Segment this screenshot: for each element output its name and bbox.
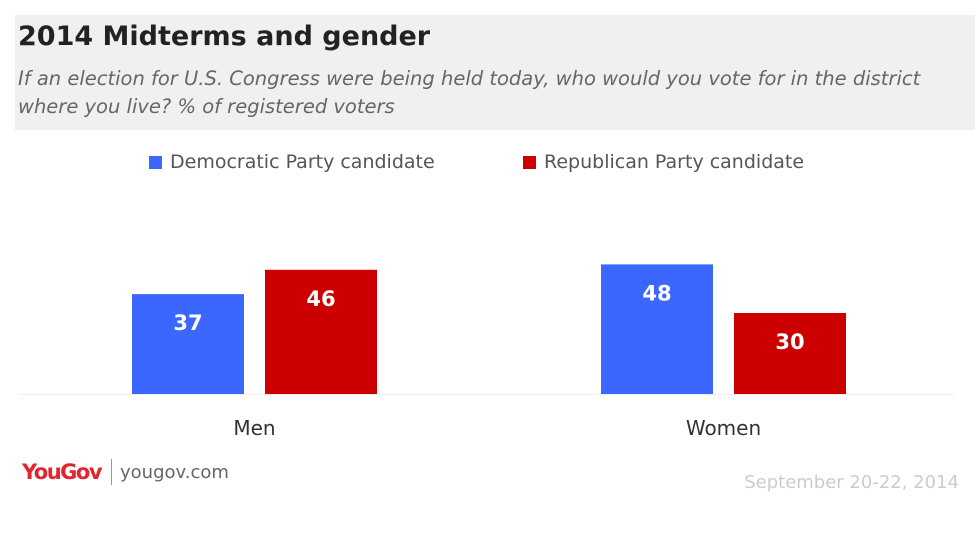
bar-value-label: 46 <box>306 287 335 311</box>
legend-swatch-democratic <box>149 155 162 169</box>
footer-brand: YouGov yougov.com <box>22 459 229 485</box>
legend-label-democratic: Democratic Party candidate <box>170 151 435 173</box>
bar-men-democratic <box>132 294 244 394</box>
chart-header: 2014 Midterms and gender If an election … <box>15 15 975 130</box>
bar-women-democratic <box>601 264 713 394</box>
chart-subtitle: If an election for U.S. Congress were be… <box>18 67 921 118</box>
category-label-men: Men <box>233 416 275 440</box>
survey-date: September 20-22, 2014 <box>744 472 959 493</box>
logo-divider <box>111 459 113 485</box>
legend: Democratic Party candidate Republican Pa… <box>0 151 975 177</box>
chart-title: 2014 Midterms and gender <box>18 21 431 52</box>
bar-value-label: 48 <box>642 281 671 305</box>
legend-item-republican: Republican Party candidate <box>523 151 804 173</box>
footer-url: yougov.com <box>120 461 229 483</box>
legend-swatch-republican <box>523 155 536 169</box>
legend-item-democratic: Democratic Party candidate <box>149 151 435 173</box>
bar-women-republican <box>734 313 846 394</box>
legend-label-republican: Republican Party candidate <box>544 151 805 173</box>
bar-men-republican <box>265 269 377 394</box>
bar-value-label: 30 <box>775 330 804 354</box>
category-label-women: Women <box>686 416 761 440</box>
yougov-logo: YouGov <box>22 460 103 484</box>
bar-value-label: 37 <box>173 311 202 335</box>
